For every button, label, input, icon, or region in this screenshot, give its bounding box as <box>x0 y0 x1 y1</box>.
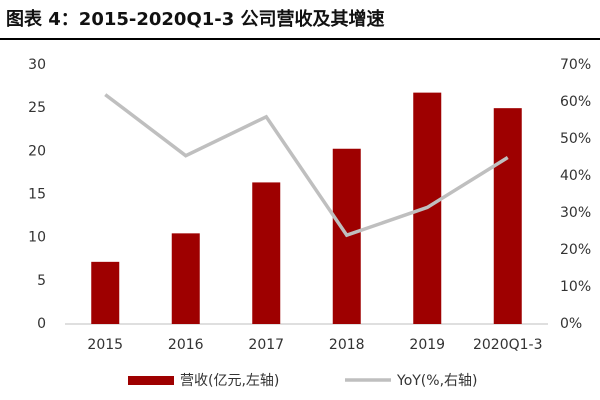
y2-tick-label: 30% <box>560 205 591 221</box>
bar <box>91 261 120 324</box>
y-tick-label: 0 <box>37 316 46 332</box>
y-tick-label: 20 <box>28 143 46 159</box>
legend-swatch <box>128 376 174 385</box>
y2-tick-label: 0% <box>560 316 582 332</box>
y2-tick-label: 40% <box>560 168 591 184</box>
chart-title: 图表 4：2015-2020Q1-3 公司营收及其增速 <box>6 8 385 30</box>
y2-tick-label: 50% <box>560 131 591 147</box>
y-tick-label: 10 <box>28 230 46 246</box>
y2-tick-label: 10% <box>560 279 591 295</box>
y2-tick-label: 70% <box>560 57 591 73</box>
x-tick-label: 2018 <box>329 337 365 353</box>
y-tick-label: 15 <box>28 187 46 203</box>
x-tick-label: 2020Q1-3 <box>473 337 543 353</box>
y2-tick-label: 20% <box>560 242 591 258</box>
x-tick-label: 2016 <box>168 337 204 353</box>
bar <box>252 182 281 324</box>
y-tick-label: 30 <box>28 57 46 73</box>
y-tick-label: 5 <box>37 273 46 289</box>
y2-tick-label: 60% <box>560 94 591 110</box>
x-tick-label: 2015 <box>87 337 123 353</box>
line <box>104 93 509 238</box>
x-tick-label: 2017 <box>248 337 284 353</box>
bar <box>171 233 200 324</box>
legend-label: YoY(%,右轴) <box>396 373 478 389</box>
y-tick-label: 25 <box>28 100 46 116</box>
bar <box>493 108 522 325</box>
legend-label: 营收(亿元,左轴) <box>180 373 279 389</box>
x-tick-label: 2019 <box>409 337 445 353</box>
